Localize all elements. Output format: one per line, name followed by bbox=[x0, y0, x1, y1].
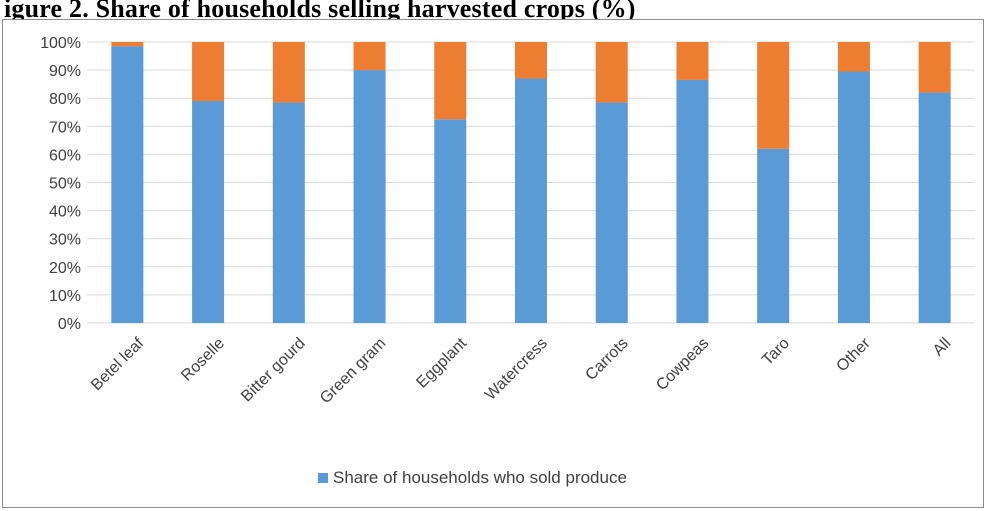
x-tick-label: Carrots bbox=[582, 335, 631, 384]
x-tick-label: Green gram bbox=[317, 335, 389, 407]
legend-label: Share of households who sold produce bbox=[333, 468, 627, 487]
bar-remainder bbox=[353, 42, 386, 71]
bar-remainder bbox=[272, 42, 305, 103]
y-tick-label: 30% bbox=[49, 232, 81, 249]
x-tick-label: All bbox=[930, 335, 955, 360]
bar-remainder bbox=[111, 42, 144, 47]
y-tick-label: 20% bbox=[49, 260, 81, 277]
x-tick-label: Betel leaf bbox=[88, 334, 148, 394]
x-axis-ticks: Betel leaf Roselle Bitter gourd Green gram E… bbox=[88, 334, 954, 407]
bar-remainder bbox=[676, 42, 709, 80]
x-tick-label: Cowpeas bbox=[653, 335, 712, 394]
bar-remainder bbox=[837, 42, 870, 72]
bar-sold bbox=[111, 46, 144, 324]
y-tick-label: 80% bbox=[49, 91, 81, 108]
x-tick-label: Eggplant bbox=[413, 334, 470, 391]
y-tick-label: 0% bbox=[58, 316, 81, 333]
y-tick-label: 70% bbox=[49, 119, 81, 136]
y-tick-label: 40% bbox=[49, 204, 81, 221]
x-tick-label: Taro bbox=[759, 335, 793, 369]
x-tick-label: Bitter gourd bbox=[238, 335, 309, 406]
bars bbox=[111, 42, 951, 324]
y-tick-label: 60% bbox=[49, 147, 81, 164]
y-tick-label: 50% bbox=[49, 176, 81, 193]
bar-sold bbox=[272, 102, 305, 323]
bar-sold bbox=[515, 78, 547, 323]
bar-sold bbox=[595, 102, 628, 323]
y-axis-ticks: 0% 10% 20% 30% 40% 50% 60% 70% 80% 90% 100% bbox=[40, 35, 81, 333]
bar-sold bbox=[918, 92, 951, 323]
bar-sold bbox=[757, 148, 790, 323]
bar-sold bbox=[676, 79, 709, 323]
bar-remainder bbox=[434, 42, 467, 120]
y-tick-label: 100% bbox=[40, 35, 81, 52]
bar-remainder bbox=[757, 42, 790, 149]
bar-remainder bbox=[515, 42, 547, 79]
bar-sold bbox=[192, 101, 225, 323]
page-title: igure 2. Share of households selling har… bbox=[4, 0, 636, 24]
legend: Share of households who sold produce bbox=[318, 468, 627, 487]
x-tick-label: Watercress bbox=[482, 335, 551, 404]
page-title-text: igure 2. Share of households selling har… bbox=[4, 0, 636, 23]
x-tick-label: Other bbox=[833, 334, 874, 375]
y-tick-label: 10% bbox=[49, 288, 81, 305]
legend-swatch bbox=[318, 473, 328, 483]
bar-sold bbox=[434, 119, 467, 324]
bar-sold bbox=[837, 71, 870, 323]
bar-remainder bbox=[918, 42, 951, 93]
bar-sold bbox=[353, 70, 386, 323]
y-tick-label: 90% bbox=[49, 63, 81, 80]
x-tick-label: Roselle bbox=[178, 335, 228, 385]
bar-remainder bbox=[192, 42, 225, 102]
chart-frame bbox=[2, 19, 984, 508]
bar-remainder bbox=[595, 42, 628, 103]
